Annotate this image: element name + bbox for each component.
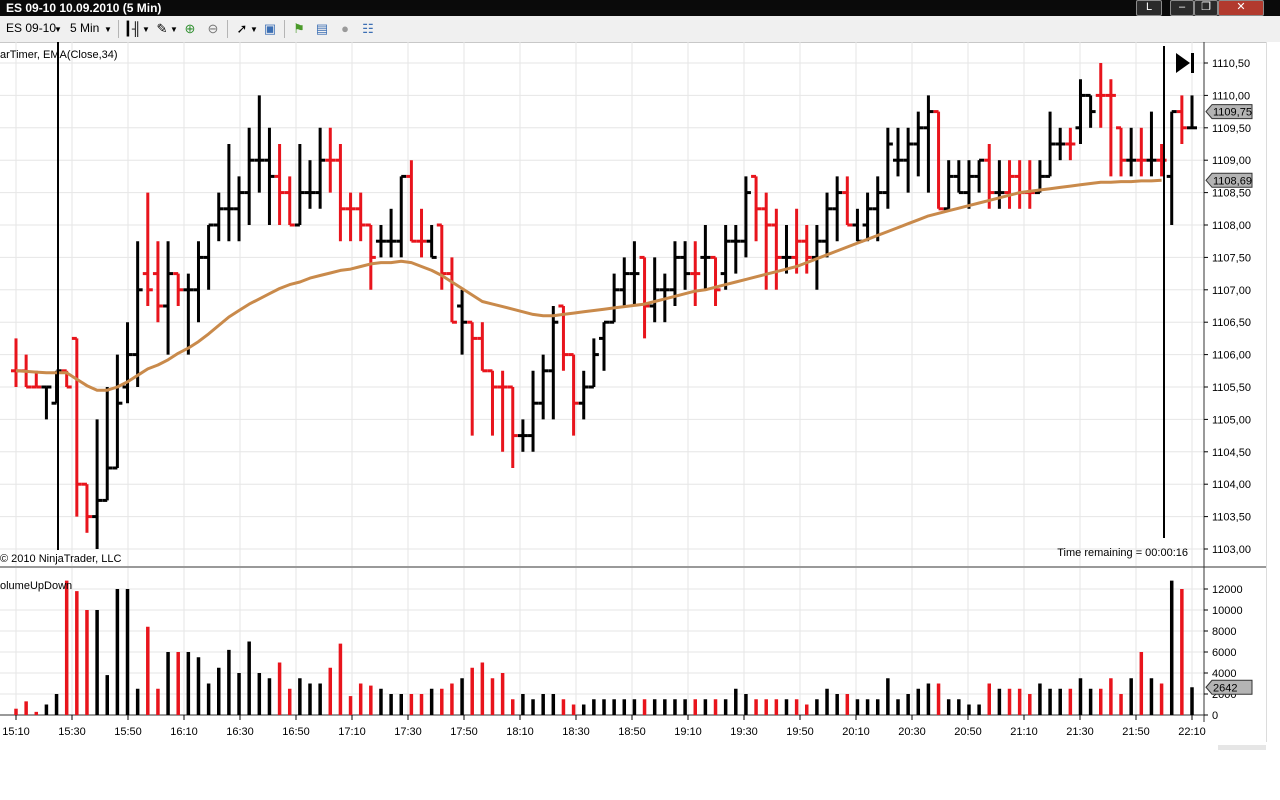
- copyright-label: © 2010 NinjaTrader, LLC: [0, 553, 121, 565]
- volume-tick-label: 6000: [1212, 647, 1236, 659]
- time-tick-label: 19:30: [730, 726, 758, 738]
- price-tick-label: 1104,50: [1212, 447, 1251, 459]
- chevron-down-icon[interactable]: ▼: [170, 25, 178, 34]
- ema-series-line: [15, 178, 1162, 392]
- time-tick-label: 18:10: [506, 726, 534, 738]
- go-to-end-icon: [1176, 53, 1194, 73]
- time-tick-label: 18:50: [618, 726, 646, 738]
- chart-toolbar: ES 09-10 ▼ 5 Min ▼ ┃╢ ▼ ✎ ▼ ⊕ ⊖ ➚ ▼ ▣ ⚑ …: [0, 16, 1280, 43]
- volume-tick-label: 12000: [1212, 584, 1243, 596]
- price-tick-label: 1106,00: [1212, 350, 1251, 362]
- price-tick-label: 1109,00: [1212, 155, 1251, 167]
- price-chart[interactable]: 1103,00 1103,50 1104,00 1104,50 1105,00 1105,…: [0, 42, 1268, 742]
- time-tick-label: 21:10: [1010, 726, 1038, 738]
- ema-value-tag-background: [1205, 172, 1253, 188]
- price-tick-label: 1103,00: [1212, 544, 1251, 556]
- last-price-tag: 1109,75: [1213, 107, 1252, 119]
- time-tick-label: 21:30: [1066, 726, 1094, 738]
- time-tick-label: 17:10: [338, 726, 366, 738]
- last-volume-tag: 2642: [1213, 682, 1237, 694]
- time-tick-label: 16:50: [282, 726, 310, 738]
- volume-tick-label: 4000: [1212, 668, 1236, 680]
- data-box-icon[interactable]: ☷: [362, 21, 374, 36]
- window-titlebar: ES 09-10 10.09.2010 (5 Min) L – ❐ ✕: [0, 0, 1280, 16]
- time-tick-label: 16:10: [170, 726, 198, 738]
- volume-tick-label: 8000: [1212, 626, 1236, 638]
- time-tick-label: 22:10: [1178, 726, 1206, 738]
- price-tick-label: 1103,50: [1212, 512, 1251, 524]
- toolbar-separator: [227, 20, 228, 38]
- time-tick-label: 20:50: [954, 726, 982, 738]
- price-tick-label: 1110,00: [1212, 90, 1250, 102]
- time-remaining-label: Time remaining = 00:00:16: [1057, 547, 1188, 559]
- time-tick-label: 17:50: [450, 726, 478, 738]
- window-title: ES 09-10 10.09.2010 (5 Min): [6, 1, 162, 15]
- time-tick-label: 19:10: [674, 726, 702, 738]
- time-tick-label: 16:30: [226, 726, 254, 738]
- chevron-down-icon[interactable]: ▼: [104, 25, 112, 34]
- strategies-icon[interactable]: ⚑: [293, 21, 305, 36]
- price-axis-ticks: 1103,00 1103,50 1104,00 1104,50 1105,00 1105,…: [1204, 58, 1251, 556]
- price-tick-label: 1108,00: [1212, 220, 1251, 232]
- chevron-down-icon[interactable]: ▼: [142, 25, 150, 34]
- cursor-pointer-icon[interactable]: ➚: [236, 21, 248, 36]
- price-tick-label: 1104,00: [1212, 479, 1251, 491]
- time-tick-label: 18:30: [562, 726, 590, 738]
- time-tick-label: 20:10: [842, 726, 870, 738]
- price-panel-label: arTimer, EMA(Close,34): [0, 49, 118, 61]
- chevron-down-icon[interactable]: ▼: [250, 25, 258, 34]
- toolbar-separator: [118, 20, 119, 38]
- close-button[interactable]: ✕: [1218, 0, 1264, 16]
- price-tick-label: 1107,00: [1212, 285, 1251, 297]
- zoom-in-icon[interactable]: ⊕: [184, 21, 196, 36]
- volume-panel-label: olumeUpDown: [0, 580, 72, 592]
- zoom-out-icon[interactable]: ⊖: [207, 21, 219, 36]
- toolbar-separator: [284, 20, 285, 38]
- drawing-pencil-icon[interactable]: ✎: [156, 21, 168, 36]
- ema-line: [15, 178, 1162, 392]
- indicators-icon[interactable]: ▤: [315, 21, 329, 36]
- circle-icon[interactable]: ●: [341, 21, 349, 36]
- instrument-selector[interactable]: ES 09-10: [6, 21, 57, 35]
- ohlc-bars: [11, 63, 1197, 549]
- link-button[interactable]: L: [1136, 0, 1162, 16]
- price-tick-label: 1109,50: [1212, 123, 1251, 135]
- minimize-button[interactable]: –: [1170, 0, 1194, 16]
- price-tick-label: 1110,50: [1212, 58, 1250, 70]
- price-tick-label: 1107,50: [1212, 252, 1251, 264]
- price-tick-label: 1105,00: [1212, 414, 1251, 426]
- time-tick-label: 15:50: [114, 726, 142, 738]
- chart-grid: [0, 42, 1204, 715]
- time-tick-label: 15:10: [2, 726, 30, 738]
- price-tick-label: 1105,50: [1212, 382, 1251, 394]
- time-axis-ticks: 15:10 15:30 15:50 16:10 16:30 16:50 17:10 17:30…: [2, 715, 1206, 738]
- vertical-scrollbar[interactable]: [1266, 42, 1280, 742]
- chevron-down-icon[interactable]: ▼: [54, 25, 62, 34]
- price-tags: 1109,75 1108,69 2642: [1205, 104, 1253, 695]
- volume-bars: [14, 580, 1194, 715]
- horizontal-scrollbar[interactable]: [1218, 745, 1266, 750]
- last-price-tag-background: [1205, 104, 1253, 120]
- ema-value-tag: 1108,69: [1213, 175, 1252, 187]
- price-tick-label: 1108,50: [1212, 188, 1251, 200]
- maximize-button[interactable]: ❐: [1194, 0, 1218, 16]
- time-tick-label: 19:50: [786, 726, 814, 738]
- time-tick-label: 20:30: [898, 726, 926, 738]
- time-tick-label: 17:30: [394, 726, 422, 738]
- volume-tick-label: 0: [1212, 710, 1218, 722]
- last-volume-tag-background: [1205, 679, 1253, 695]
- price-tick-label: 1106,50: [1212, 317, 1251, 329]
- volume-tick-label: 10000: [1212, 605, 1243, 617]
- interval-selector[interactable]: 5 Min: [70, 21, 100, 35]
- bar-style-icon[interactable]: ┃╢: [124, 21, 142, 36]
- chart-properties-icon[interactable]: ▣: [263, 21, 277, 36]
- time-tick-label: 15:30: [58, 726, 86, 738]
- time-tick-label: 21:50: [1122, 726, 1150, 738]
